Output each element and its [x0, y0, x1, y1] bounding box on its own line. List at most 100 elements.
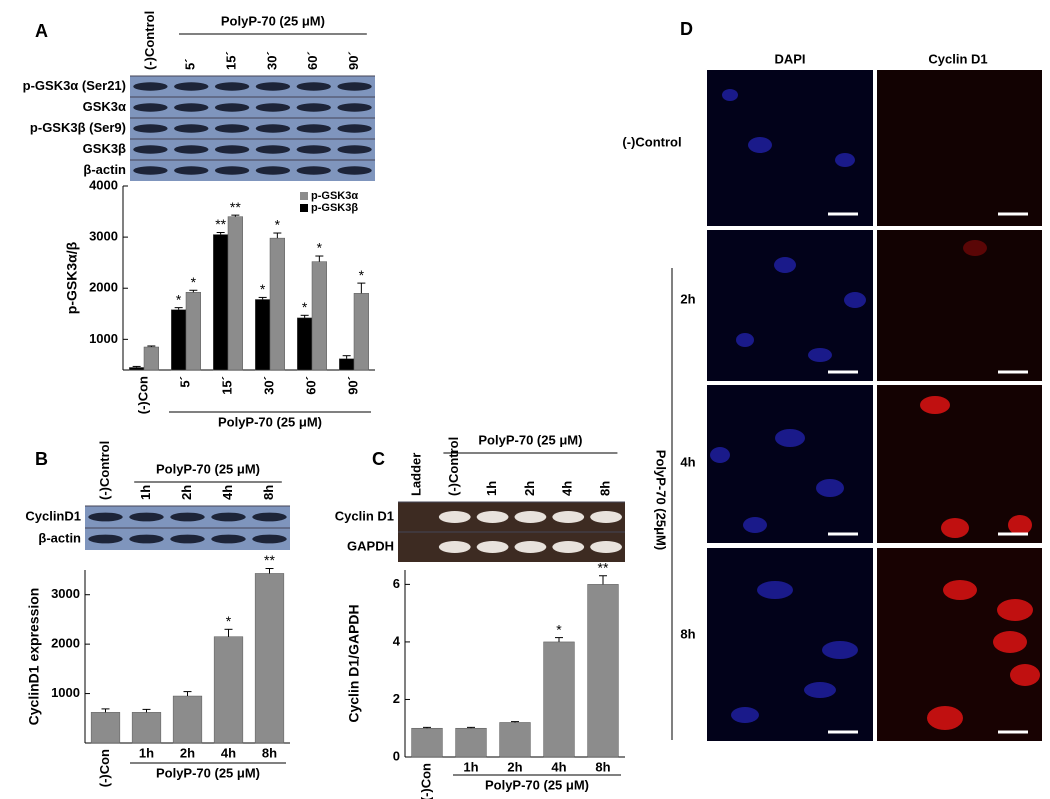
x-tick-label: (-)Con [97, 749, 112, 787]
bar [353, 293, 369, 371]
significance: ** [598, 559, 609, 575]
bar [254, 573, 285, 744]
x-tick-label: 8h [595, 759, 610, 774]
blot-row-label: β-actin [83, 162, 126, 177]
blot-band [255, 124, 291, 133]
lane-label: (-)Control [142, 11, 157, 70]
scale-bars [828, 212, 1028, 734]
bar [213, 636, 244, 744]
blot-band [129, 534, 164, 544]
blot-band [214, 166, 250, 175]
blot-band [438, 511, 471, 523]
significance: * [260, 281, 266, 297]
y-tick-label: 4 [393, 633, 401, 648]
blot-band [211, 534, 246, 544]
blot-band [590, 541, 622, 553]
blot-band [552, 511, 585, 523]
blot-row-label: β-actin [38, 530, 81, 545]
group-label: PolyP-70 (25 μM) [156, 461, 260, 476]
significance: * [176, 291, 182, 307]
blot-band [174, 166, 209, 175]
significance: * [302, 299, 308, 315]
y-tick-label: 6 [393, 576, 400, 591]
bar [499, 722, 531, 758]
x-tick-label: 30´ [261, 376, 276, 395]
significance: ** [230, 199, 241, 215]
blot-band [255, 145, 291, 154]
blot [130, 76, 375, 181]
blot-band [214, 145, 250, 154]
lane-label: 4h [560, 481, 575, 496]
panel-letter: D [680, 19, 693, 39]
blot-band [174, 82, 209, 91]
panel-letter: B [35, 449, 48, 469]
blot-band [170, 512, 205, 522]
bar [90, 712, 121, 744]
blot-band [133, 166, 168, 175]
group-label: PolyP-70 (25 μM) [218, 414, 322, 429]
blot-band [255, 103, 291, 112]
bar [411, 727, 443, 758]
bar [143, 346, 159, 371]
x-tick-label: 2h [507, 759, 522, 774]
blot-band [296, 82, 331, 91]
image [877, 230, 1042, 381]
legend-swatch [300, 204, 308, 212]
bar [587, 584, 619, 758]
blot-band [252, 534, 287, 544]
y-tick-label: 1000 [89, 331, 118, 346]
bar [297, 317, 313, 371]
blot-row-label: GSK3β [83, 141, 126, 156]
blot-band [255, 82, 291, 91]
x-tick-label: (-)Con [418, 763, 433, 799]
bar [213, 234, 229, 371]
blot-band [211, 512, 246, 522]
lane-label: 30´ [264, 51, 279, 70]
y-tick-label: 0 [393, 748, 400, 763]
x-tick-label: 1h [139, 745, 154, 760]
bar [311, 261, 327, 371]
blot-band [252, 512, 287, 522]
blot-band [133, 82, 168, 91]
lane-label: 4h [220, 485, 235, 500]
group-label: PolyP-70 (25 μM) [156, 765, 260, 780]
blot-band [174, 124, 209, 133]
group-label: PolyP-70 (25 μM) [478, 432, 582, 447]
blot-band [214, 82, 250, 91]
lane-label: (-)Control [97, 441, 112, 500]
x-tick-label: 5´ [177, 376, 192, 388]
blot-band [476, 541, 509, 553]
blot-band [174, 145, 209, 154]
row-label: (-)Control [622, 134, 681, 149]
blot-band [514, 511, 547, 523]
x-tick-label: (-)Con [135, 376, 150, 414]
blot-band [174, 103, 209, 112]
blot-band [514, 541, 547, 553]
bar [185, 292, 201, 371]
blot-band [476, 511, 509, 523]
bar [455, 727, 487, 758]
significance: ** [264, 552, 275, 568]
blot-band [129, 512, 164, 522]
bar [172, 695, 203, 744]
image [707, 385, 873, 543]
bar [543, 641, 575, 758]
y-tick-label: 2000 [89, 280, 118, 295]
y-tick-label: 4000 [89, 177, 118, 192]
nuclei [710, 89, 866, 723]
blot-row-label: p-GSK3α (Ser21) [23, 78, 126, 93]
column-label: Cyclin D1 [928, 51, 987, 66]
blot-band [337, 82, 372, 91]
y-axis-label: Cyclin D1/GAPDH [346, 604, 362, 722]
y-tick-label: 3000 [89, 229, 118, 244]
blot-band [88, 534, 123, 544]
x-tick-label: 60´ [303, 376, 318, 395]
blot-row-label: GSK3α [83, 99, 126, 114]
blot-band [438, 541, 471, 553]
blot-band [88, 512, 123, 522]
nuclei [920, 240, 1040, 730]
significance: * [359, 267, 365, 283]
image [707, 230, 873, 381]
row-label: 4h [680, 454, 695, 469]
column-label: DAPI [774, 51, 805, 66]
